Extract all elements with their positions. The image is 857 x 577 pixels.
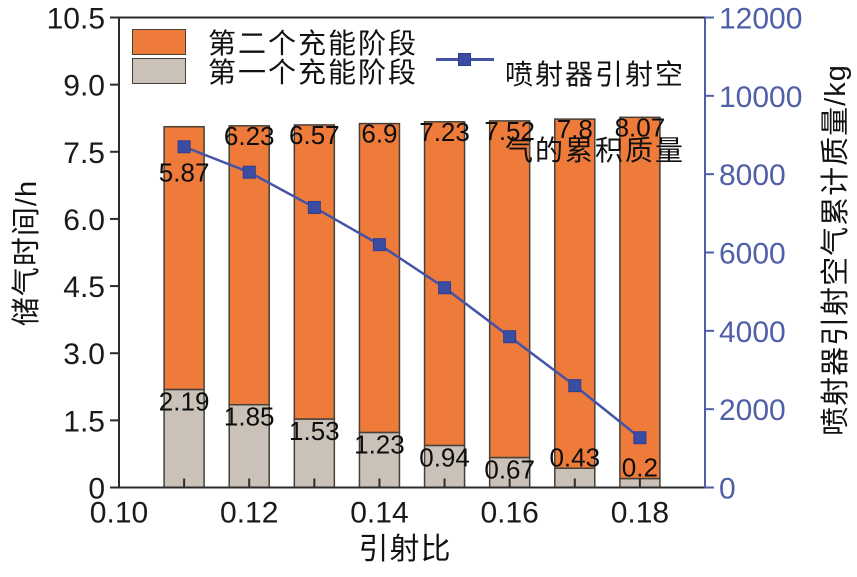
bar-segment-stage1 <box>163 388 205 489</box>
right-tick-label: 2000 <box>719 394 786 427</box>
value-label-stage2: 6.23 <box>224 121 275 151</box>
value-label-stage2: 6.57 <box>289 120 340 150</box>
left-tick-label: 1.5 <box>63 405 105 438</box>
value-label-stage1: 2.19 <box>159 386 210 416</box>
value-label-stage1: 0.94 <box>419 442 470 472</box>
line-marker <box>503 330 517 344</box>
line-marker <box>633 431 647 445</box>
line-marker <box>177 140 191 154</box>
bar-segment-stage2 <box>228 125 270 406</box>
x-tick-label: 0.16 <box>480 497 538 530</box>
value-label-stage1: 1.53 <box>289 416 340 446</box>
right-tick-label: 10000 <box>719 81 802 114</box>
left-tick-label: 4.5 <box>63 271 105 304</box>
value-label-stage1: 1.85 <box>224 402 275 432</box>
right-tick-label: 0 <box>719 473 736 506</box>
x-tick-label: 0.12 <box>220 497 278 530</box>
right-tick-label: 8000 <box>719 159 786 192</box>
legend-line-label-row1: 喷射器引射空 <box>505 59 686 90</box>
line-series <box>183 145 641 439</box>
x-tick-label: 0.10 <box>90 497 148 530</box>
x-axis-title: 引射比 <box>358 533 452 566</box>
legend-line-label-row2: 气的累积质量 <box>505 135 686 166</box>
bar-segment-stage2 <box>554 118 596 470</box>
stage1-color-swatch <box>132 57 186 84</box>
legend-item-stage2: 第二个充能阶段 <box>132 27 418 59</box>
legend-bar-series: 第二个充能阶段 第一个充能阶段 <box>132 27 418 88</box>
legend-label-stage1: 第一个充能阶段 <box>208 56 419 88</box>
legend-label-stage2: 第二个充能阶段 <box>208 27 419 59</box>
legend-item-stage1: 第一个充能阶段 <box>132 56 418 88</box>
bar-segment-stage2 <box>423 121 466 447</box>
value-label-stage1: 0.43 <box>549 442 600 472</box>
right-tick-label: 4000 <box>719 316 786 349</box>
x-tick-label: 0.14 <box>350 497 408 530</box>
bar-segment-stage2 <box>488 120 531 459</box>
bar-segment-stage2 <box>163 125 205 391</box>
x-tick-label: 0.18 <box>611 497 669 530</box>
left-tick-label: 6.0 <box>63 204 105 237</box>
right-tick-label: 12000 <box>719 3 802 36</box>
value-label-stage2: 7.52 <box>484 116 535 146</box>
line-marker <box>568 379 582 393</box>
legend-label-line-series: 喷射器引射空 气的累积质量 <box>505 18 685 170</box>
bar-segment-stage2 <box>293 124 336 420</box>
right-axis-title: 喷射器引射空气累计质量/kg <box>820 64 852 436</box>
value-label-stage1: 0.2 <box>622 453 658 483</box>
left-tick-label: 10.5 <box>47 3 105 36</box>
line-marker <box>438 281 452 295</box>
left-tick-label: 3.0 <box>63 338 105 371</box>
bar-segment-stage1 <box>358 431 401 489</box>
value-label-stage2: 6.9 <box>361 119 397 149</box>
line-marker <box>372 238 386 252</box>
stage2-color-swatch <box>132 28 186 55</box>
value-label-stage1: 0.67 <box>484 455 535 485</box>
value-label-stage2: 7.8 <box>557 114 593 144</box>
value-label-stage2: 7.23 <box>419 117 470 147</box>
value-label-stage2: 5.87 <box>159 158 210 188</box>
legend-line-marker-sample <box>436 52 494 67</box>
left-tick-label: 7.5 <box>63 137 105 170</box>
bar-segment-stage2 <box>358 122 401 434</box>
value-label-stage1: 1.23 <box>354 429 405 459</box>
line-marker <box>307 200 321 214</box>
left-tick-label: 0 <box>88 473 105 506</box>
left-tick-label: 9.0 <box>63 70 105 103</box>
bar-segment-stage2 <box>619 116 661 480</box>
value-label-stage2: 8.07 <box>615 112 666 142</box>
line-marker <box>242 165 256 179</box>
right-tick-label: 6000 <box>719 238 786 271</box>
left-axis-title: 储气时间/h <box>11 179 43 327</box>
line-sample-marker-icon <box>458 53 471 66</box>
